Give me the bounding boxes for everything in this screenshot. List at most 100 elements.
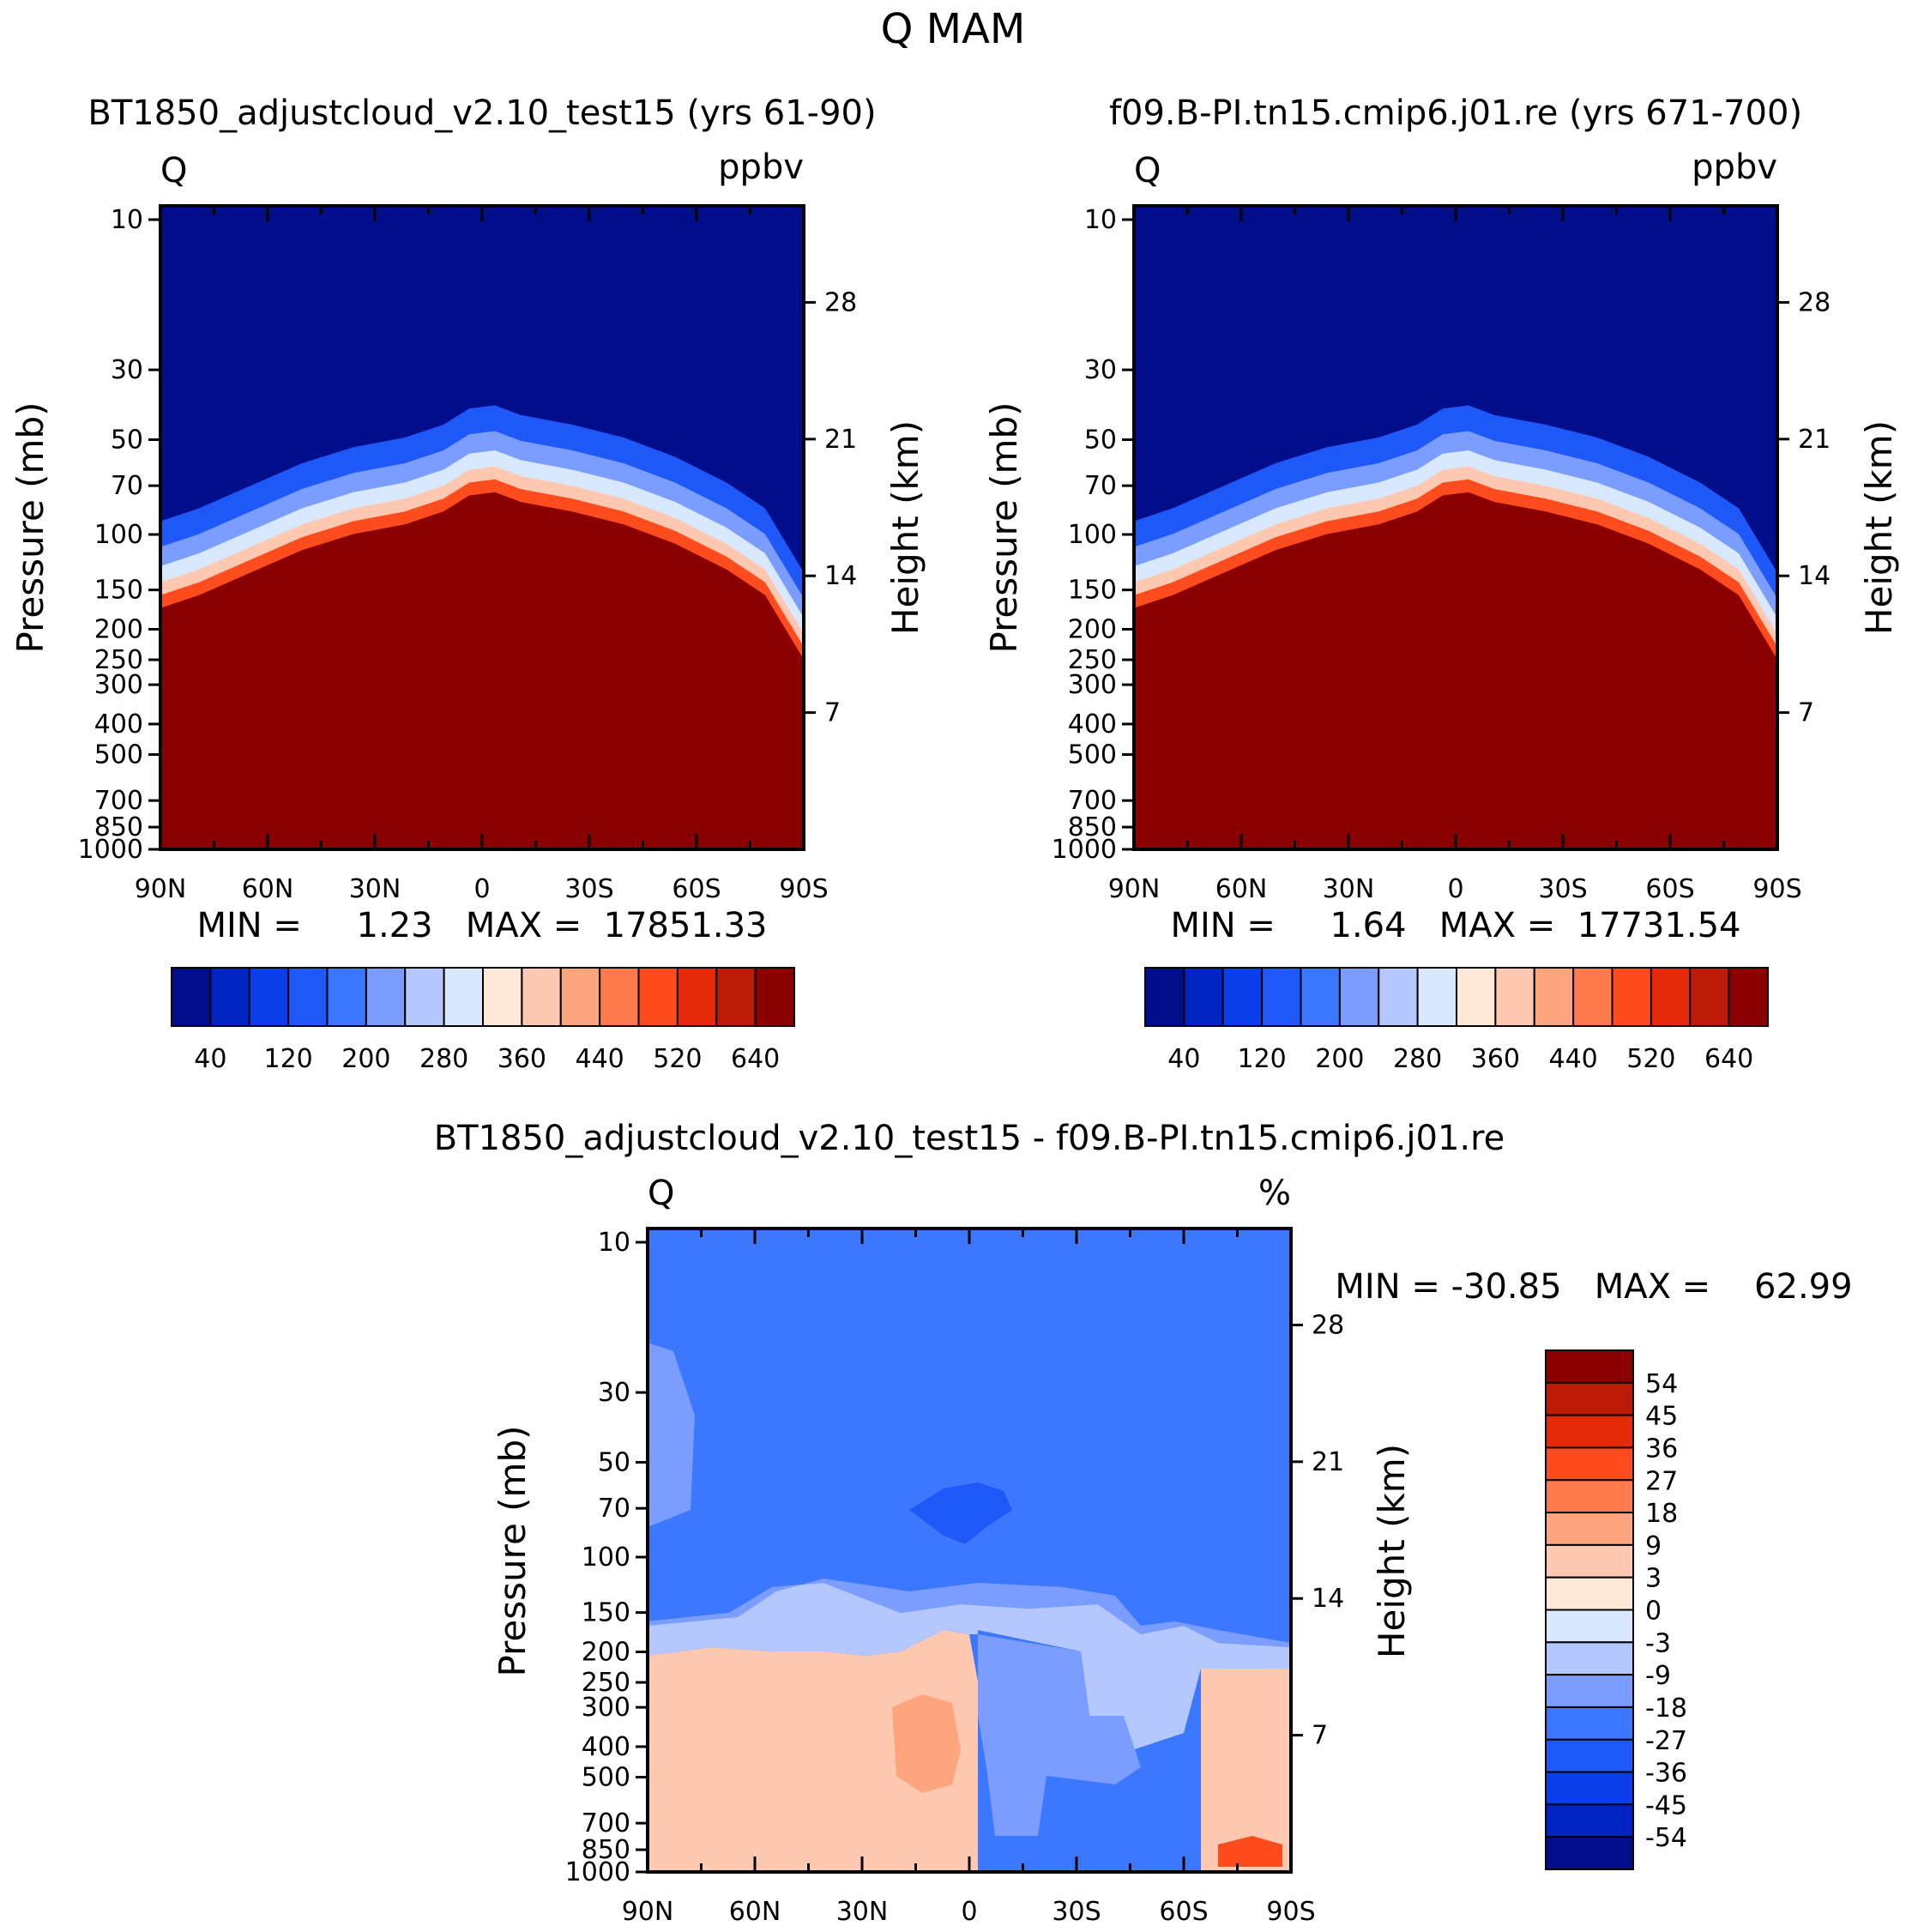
- panel-1-colorbar-swatch: [443, 967, 484, 1027]
- panel-1-y2label: Height (km): [884, 420, 926, 635]
- panel-3-axes: 90N 60N 30N 0 30S 60S 90S 10 30 50 70 100 150 2002503…: [565, 1228, 1345, 1927]
- panel-3-ytick-label: 850: [582, 1835, 630, 1865]
- panel-1-colorbar-swatch: [248, 967, 290, 1027]
- panel-2-colorbar-swatch: [1378, 967, 1419, 1027]
- panel-2-contour-band-6: [1134, 492, 1777, 849]
- panel-2-y2tick-label: 21: [1798, 425, 1831, 455]
- panel-2-colorbar-label: 200: [1315, 1044, 1364, 1074]
- panel-1-y2tick-label: 21: [824, 425, 857, 455]
- panel-2-y2tick-label: 7: [1798, 698, 1814, 728]
- panel-3-colorbar-swatch: [1545, 1479, 1634, 1514]
- panel-3-ytick-label: 250: [582, 1668, 630, 1698]
- panel-3-stats: MIN = -30.85 MAX = 62.99: [1335, 1267, 1852, 1307]
- panel-2-ytick-label: 100: [1068, 520, 1117, 550]
- panel-2-y2label: Height (km): [1858, 420, 1900, 635]
- panel-3-region-slight-neg-upper: [648, 1583, 1291, 1750]
- panel-1-ytick-label: 300: [94, 670, 143, 700]
- panel-3-region-min-blob: [909, 1482, 1012, 1544]
- panel-1-xtick-label: 30N: [349, 874, 401, 904]
- panel-1-ytick-label: 10: [111, 205, 143, 235]
- panel-3-xtick-label: 30N: [836, 1897, 889, 1927]
- panel-3-colorbar-swatch: [1545, 1641, 1634, 1676]
- panel-1-colorbar: 40 120 200 280 360 440 520 640: [171, 967, 795, 1074]
- panel-2-colorbar-swatch: [1144, 967, 1185, 1027]
- panel-2-ytick-label: 150: [1068, 576, 1117, 606]
- panel-2-colorbar-swatch: [1183, 967, 1224, 1027]
- panel-2-xtick-label: 0: [1447, 874, 1463, 904]
- panel-1-colorbar-label: 200: [341, 1044, 390, 1074]
- panel-2-ytick-label: 1000: [1052, 835, 1117, 865]
- panel-2-colorbar-label: 280: [1393, 1044, 1442, 1074]
- panel-2-ytick-label: 700: [1068, 786, 1117, 816]
- panel-1-colorbar-label: 40: [194, 1044, 226, 1074]
- panel-1-ylabel: Pressure (mb): [9, 401, 51, 653]
- panel-1-colorbar-swatch: [715, 967, 757, 1027]
- panel-3-colorbar-swatch: [1545, 1674, 1634, 1708]
- panel-3-ytick-label: 50: [598, 1448, 630, 1478]
- panel-3-xtick-label: 30S: [1052, 1897, 1101, 1927]
- panel-3-xtick-label: 90N: [622, 1897, 674, 1927]
- panel-1-colorbar-label: 440: [575, 1044, 624, 1074]
- panel-1-contour-band-6: [160, 492, 804, 849]
- panel-2-colorbar-swatch: [1456, 967, 1497, 1027]
- panel-1-ytick-label: 150: [94, 576, 143, 606]
- panel-1-ytick-label: 700: [94, 786, 143, 816]
- panel-1-colorbar-swatch: [754, 967, 795, 1027]
- panel-3-y2tick-label: 14: [1312, 1584, 1344, 1614]
- panel-2-colorbar-swatch: [1572, 967, 1613, 1027]
- panel-1-colorbar-swatch: [171, 967, 212, 1027]
- panel-3-y2label: Height (km): [1371, 1444, 1413, 1658]
- panel-2-xtick-label: 60S: [1645, 874, 1694, 904]
- panel-2-colorbar-swatch: [1611, 967, 1652, 1027]
- panel-2-colorbar-swatch: [1416, 967, 1457, 1027]
- panel-3-ytick-label: 200: [582, 1637, 630, 1667]
- panel-3-region-tropopause-band: [648, 1579, 1291, 1647]
- panel-3-colorbar-swatch: [1545, 1414, 1634, 1449]
- panel-2-ytick-label: 200: [1068, 614, 1117, 644]
- panel-1-colorbar-swatch: [365, 967, 407, 1027]
- panel-2-units-label: ppbv: [1692, 148, 1777, 187]
- panel-3-colorbar-label: -36: [1645, 1759, 1687, 1789]
- panel-1-colorbar-label: 280: [419, 1044, 468, 1074]
- panel-3-ytick-label: 1000: [565, 1857, 630, 1887]
- panel-3-colorbar-label: 27: [1645, 1466, 1678, 1496]
- panel-1-xtick-label: 60N: [242, 874, 294, 904]
- panel-2-ytick-label: 850: [1068, 812, 1117, 842]
- panel-3-colorbar-swatch: [1545, 1706, 1634, 1741]
- panel-3-colorbar-swatch: [1545, 1446, 1634, 1482]
- panel-3-colorbar-swatch: [1545, 1609, 1634, 1644]
- panel-2-colorbar-label: 440: [1548, 1044, 1597, 1074]
- panel-2-ylabel: Pressure (mb): [983, 401, 1025, 653]
- panel-1-ytick-label: 50: [111, 426, 143, 456]
- panel-2-colorbar: 40 120 200 280 360 440 520 640: [1144, 967, 1769, 1074]
- panel-3-colorbar-swatch: [1545, 1803, 1634, 1838]
- panel-2-colorbar-swatch: [1650, 967, 1692, 1027]
- panel-1-ytick-label: 1000: [78, 835, 143, 865]
- panel-2-stats: MIN = 1.64 MAX = 17731.54: [1170, 906, 1740, 945]
- panel-2-colorbar-swatch: [1689, 967, 1730, 1027]
- panel-3-region-positive-surface: [1218, 1836, 1282, 1867]
- panel-2-y2tick-label: 14: [1798, 561, 1831, 591]
- panel-2-ytick-label: 500: [1068, 740, 1117, 770]
- panel-1-colorbar-swatch: [326, 967, 367, 1027]
- panel-1-plot-area: [160, 206, 804, 849]
- panel-1-ytick-label: 30: [111, 355, 143, 385]
- panel-3-colorbar-label: -54: [1645, 1823, 1687, 1853]
- panel-2-ytick-label: 400: [1068, 709, 1117, 740]
- panel-2-ytick-label: 30: [1084, 355, 1117, 385]
- panel-3-ytick-label: 30: [598, 1378, 630, 1408]
- panel-1-y2tick-label: 28: [824, 287, 857, 317]
- panel-3-colorbar-swatch: [1545, 1349, 1634, 1384]
- panel-1-colorbar-swatch: [637, 967, 679, 1027]
- panel-3-colorbar-swatch: [1545, 1543, 1634, 1579]
- panel-3-ytick-label: 100: [582, 1543, 630, 1573]
- panel-2-colorbar-label: 40: [1167, 1044, 1200, 1074]
- panel-2-colorbar-swatch: [1494, 967, 1535, 1027]
- panel-3-colorbar-label: -18: [1645, 1694, 1687, 1724]
- panel-3-ytick-label: 700: [582, 1808, 630, 1838]
- panel-3-xtick-label: 0: [961, 1897, 977, 1927]
- panel-1-ytick-label: 70: [111, 471, 143, 501]
- panel-1-axes: 90N 60N 30N 0 30S 60S 90S 10 30 50 70 100 150 2002503…: [78, 205, 858, 904]
- panel-2-ytick-label: 70: [1084, 471, 1117, 501]
